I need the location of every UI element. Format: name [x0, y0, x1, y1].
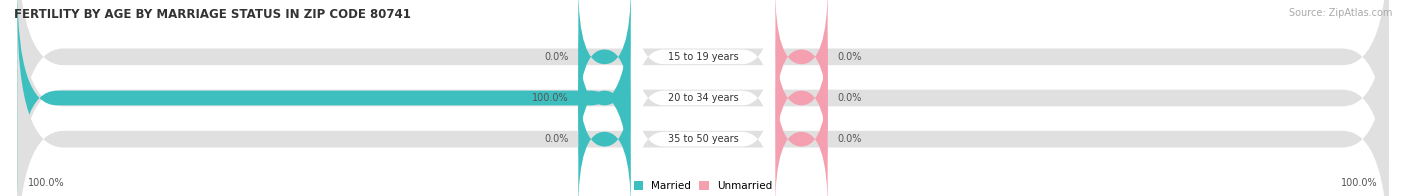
Text: 0.0%: 0.0%: [544, 134, 568, 144]
Text: FERTILITY BY AGE BY MARRIAGE STATUS IN ZIP CODE 80741: FERTILITY BY AGE BY MARRIAGE STATUS IN Z…: [14, 8, 411, 21]
FancyBboxPatch shape: [17, 0, 631, 196]
FancyBboxPatch shape: [17, 0, 1389, 196]
FancyBboxPatch shape: [631, 49, 775, 196]
FancyBboxPatch shape: [578, 68, 631, 196]
Legend: Married, Unmarried: Married, Unmarried: [634, 181, 772, 191]
Text: 0.0%: 0.0%: [838, 52, 862, 62]
FancyBboxPatch shape: [17, 0, 1389, 186]
FancyBboxPatch shape: [578, 27, 631, 169]
FancyBboxPatch shape: [775, 68, 828, 196]
Text: 20 to 34 years: 20 to 34 years: [668, 93, 738, 103]
Text: 15 to 19 years: 15 to 19 years: [668, 52, 738, 62]
FancyBboxPatch shape: [631, 7, 775, 189]
Text: 100.0%: 100.0%: [531, 93, 568, 103]
Text: 100.0%: 100.0%: [1341, 178, 1378, 188]
FancyBboxPatch shape: [578, 0, 631, 128]
Text: 0.0%: 0.0%: [838, 93, 862, 103]
FancyBboxPatch shape: [631, 0, 775, 147]
Text: 0.0%: 0.0%: [544, 52, 568, 62]
FancyBboxPatch shape: [775, 27, 828, 169]
FancyBboxPatch shape: [17, 10, 1389, 196]
Text: 0.0%: 0.0%: [838, 134, 862, 144]
Text: 100.0%: 100.0%: [28, 178, 65, 188]
Text: 35 to 50 years: 35 to 50 years: [668, 134, 738, 144]
Text: Source: ZipAtlas.com: Source: ZipAtlas.com: [1288, 8, 1392, 18]
FancyBboxPatch shape: [775, 0, 828, 128]
